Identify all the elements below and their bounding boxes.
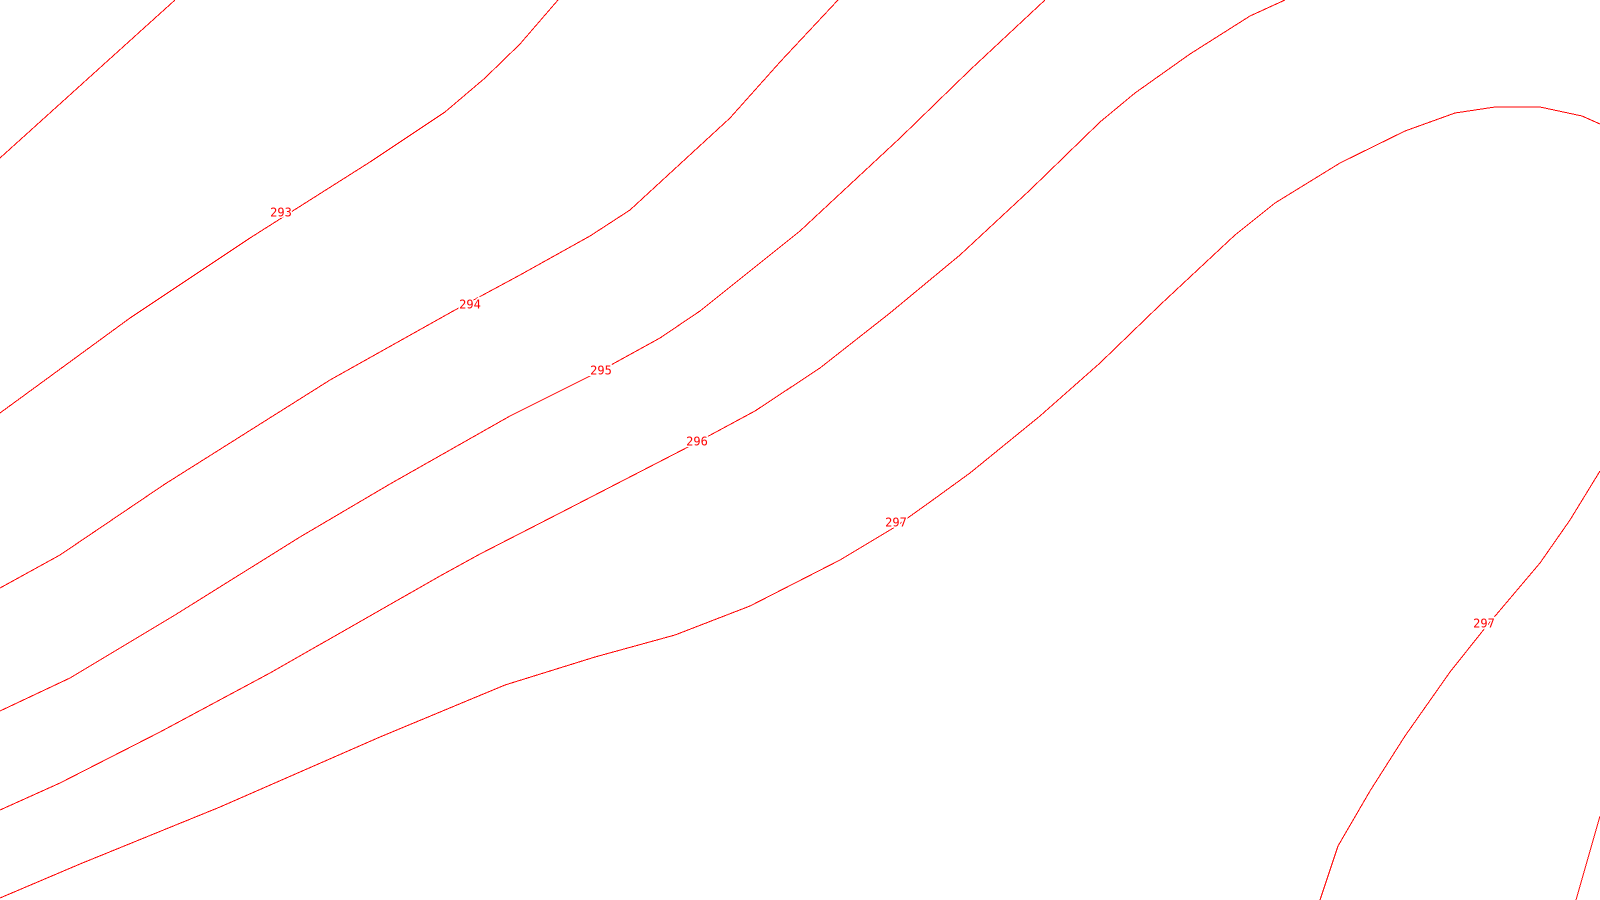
contour-296: 296 [0, 0, 1286, 811]
contour-297-main: 297 [0, 106, 1600, 899]
contour-label-294: 294 [459, 298, 481, 312]
contour-line-293 [0, 0, 559, 414]
contour-line-297-main [0, 106, 1600, 899]
contour-297-right: 297 [1319, 470, 1600, 900]
contour-295: 295 [0, 0, 1046, 712]
contour-294: 294 [0, 0, 839, 589]
contour-line-296 [0, 0, 1286, 811]
contour-line-297-right [1319, 470, 1600, 900]
contour-label-296: 296 [686, 435, 708, 449]
contour-label-295: 295 [590, 364, 612, 378]
contour-label-293: 293 [270, 206, 292, 220]
contour-line-295 [0, 0, 1046, 712]
contour-line-294 [0, 0, 839, 589]
contour-label-297-main: 297 [885, 516, 907, 530]
contour-line-unlabeled-top-left [0, 0, 176, 159]
contour-293: 293 [0, 0, 559, 414]
contour-label-297-right: 297 [1473, 617, 1495, 631]
contour-line-unlabeled-bottom-right [1575, 815, 1600, 900]
